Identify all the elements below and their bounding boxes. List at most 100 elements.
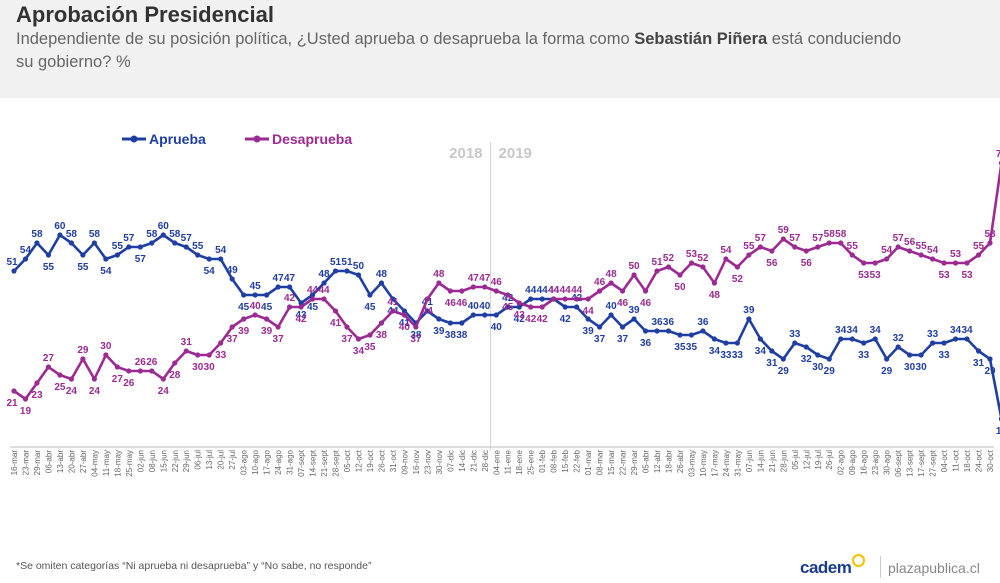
x-tick-24-ago: 24-ago bbox=[274, 449, 283, 474]
label-aprueba-27-abr: 55 bbox=[77, 262, 89, 273]
label-aprueba-17-sept: 30 bbox=[916, 362, 928, 373]
label-desaprueba-11-may: 30 bbox=[100, 341, 112, 352]
label-desaprueba-21-jun: 56 bbox=[766, 258, 778, 269]
point-aprueba-14-sept bbox=[309, 292, 316, 298]
x-tick-24-oct: 24-oct bbox=[975, 449, 984, 472]
point-aprueba-21-sept bbox=[321, 280, 327, 286]
x-tick-18-abr: 18-abr bbox=[664, 450, 673, 473]
legend-marker-aprueba bbox=[130, 135, 138, 143]
point-desaprueba-04-may bbox=[91, 376, 97, 382]
label-desaprueba-10-ago: 40 bbox=[250, 301, 262, 312]
point-desaprueba-29-mar bbox=[631, 272, 637, 278]
label-aprueba-07-sept: 43 bbox=[295, 310, 307, 321]
label-desaprueba-25-ene: 42 bbox=[525, 314, 537, 325]
point-desaprueba-06-sept bbox=[895, 244, 901, 250]
label-desaprueba-31-may: 52 bbox=[732, 274, 744, 285]
label-aprueba-17-may: 34 bbox=[709, 346, 721, 357]
x-tick-08-feb: 08-feb bbox=[550, 449, 559, 472]
point-aprueba-28-sept bbox=[332, 268, 339, 274]
point-aprueba-01-feb bbox=[539, 296, 545, 302]
label-desaprueba-15-mar: 48 bbox=[606, 269, 618, 280]
label-aprueba-04-oct: 33 bbox=[939, 350, 951, 361]
point-desaprueba-30-ago bbox=[884, 256, 890, 262]
label-desaprueba-26-abr: 50 bbox=[674, 282, 686, 293]
label-aprueba-02-jun: 57 bbox=[135, 254, 147, 265]
point-desaprueba-21-jun bbox=[769, 248, 775, 254]
label-aprueba-15-feb: 42 bbox=[560, 314, 572, 325]
label-aprueba-29-mar: 58 bbox=[31, 229, 43, 240]
label-aprueba-15-jun: 60 bbox=[158, 221, 170, 232]
point-aprueba-27-abr bbox=[80, 252, 86, 258]
x-tick-25-ene: 25-ene bbox=[527, 449, 536, 474]
point-aprueba-10-may bbox=[700, 328, 706, 334]
x-tick-05-jul: 05-jul bbox=[791, 450, 800, 470]
point-desaprueba-10-ago bbox=[252, 312, 258, 318]
point-desaprueba-17-sept bbox=[918, 252, 924, 258]
point-aprueba-26-abr bbox=[677, 332, 683, 338]
point-aprueba-16-mar bbox=[11, 268, 17, 274]
site-link[interactable]: plazapublica.cl bbox=[888, 560, 980, 576]
point-desaprueba-31-ago bbox=[286, 304, 293, 310]
label-aprueba-19-jul: 30 bbox=[812, 362, 824, 373]
x-tick-12-oct: 12-oct bbox=[354, 449, 363, 472]
cadem-logo-text: cadem bbox=[800, 558, 852, 577]
label-aprueba-05-jul: 33 bbox=[789, 329, 801, 340]
label-desaprueba-21-dic: 47 bbox=[468, 273, 480, 284]
label-desaprueba-05-abr: 46 bbox=[640, 298, 652, 309]
point-aprueba-05-jul bbox=[792, 340, 798, 346]
header-band bbox=[0, 0, 1000, 98]
point-aprueba-20-jul bbox=[218, 256, 224, 262]
x-tick-16-ago: 16-ago bbox=[860, 449, 869, 474]
label-desaprueba-05-jul: 57 bbox=[789, 233, 801, 244]
label-aprueba-07-jun: 39 bbox=[743, 305, 755, 316]
label-desaprueba-13-jul: 30 bbox=[204, 362, 216, 373]
point-desaprueba-29-mar bbox=[34, 380, 40, 386]
label-aprueba-31-ago: 47 bbox=[284, 273, 296, 284]
point-desaprueba-29-jun bbox=[183, 348, 189, 354]
label-aprueba-18-may: 55 bbox=[112, 241, 124, 252]
point-desaprueba-11-oct bbox=[952, 260, 959, 266]
label-desaprueba-03-may: 53 bbox=[686, 249, 698, 260]
label-aprueba-29-mar: 39 bbox=[628, 305, 640, 316]
point-desaprueba-23-ago bbox=[872, 260, 878, 266]
point-aprueba-29-mar bbox=[34, 240, 40, 246]
x-tick-06-abr: 06-abr bbox=[44, 450, 53, 473]
point-aprueba-20-abr bbox=[68, 240, 75, 246]
label-aprueba-11-may: 54 bbox=[100, 266, 112, 277]
point-aprueba-12-oct bbox=[355, 272, 362, 278]
label-desaprueba-11-oct: 53 bbox=[950, 249, 962, 260]
label-desaprueba-20-abr: 24 bbox=[66, 386, 78, 397]
label-aprueba-11-oct: 34 bbox=[950, 325, 962, 336]
point-desaprueba-06-abr bbox=[45, 364, 52, 370]
point-aprueba-19-oct bbox=[367, 292, 373, 298]
label-aprueba-21-jun: 31 bbox=[766, 358, 778, 369]
x-tick-05-oct: 05-oct bbox=[343, 449, 352, 472]
label-desaprueba-19-jul: 57 bbox=[812, 233, 824, 244]
label-aprueba-09-nov: 41 bbox=[399, 318, 411, 329]
point-aprueba-05-abr bbox=[642, 328, 649, 334]
point-aprueba-09-ago bbox=[849, 336, 855, 342]
point-desaprueba-07-dic bbox=[447, 288, 453, 294]
point-desaprueba-22-jun bbox=[172, 360, 178, 366]
point-desaprueba-25-may bbox=[126, 368, 132, 374]
label-desaprueba-28-dic: 47 bbox=[479, 273, 491, 284]
label-desaprueba-29-jun: 31 bbox=[181, 337, 193, 348]
label-aprueba-24-ago: 47 bbox=[273, 273, 285, 284]
point-aprueba-29-mar bbox=[631, 316, 637, 322]
label-desaprueba-08-jun: 26 bbox=[146, 357, 158, 368]
label-desaprueba-15-feb: 44 bbox=[560, 285, 572, 296]
label-desaprueba-06-sept: 57 bbox=[893, 233, 905, 244]
label-desaprueba-08-feb: 44 bbox=[548, 285, 560, 296]
label-desaprueba-22-feb: 44 bbox=[571, 285, 583, 296]
label-desaprueba-19-oct: 35 bbox=[364, 342, 376, 353]
label-aprueba-30-ago: 29 bbox=[881, 366, 893, 377]
point-desaprueba-02-jun bbox=[137, 368, 143, 374]
series-line-aprueba bbox=[12, 233, 1000, 419]
x-tick-18-ene: 18-ene bbox=[515, 449, 524, 474]
point-aprueba-21-jun bbox=[769, 348, 775, 354]
label-aprueba-03-may: 35 bbox=[686, 342, 698, 353]
point-desaprueba-05-jul bbox=[792, 244, 798, 250]
point-aprueba-23-nov bbox=[424, 308, 430, 314]
label-desaprueba-18-may: 27 bbox=[112, 374, 124, 385]
